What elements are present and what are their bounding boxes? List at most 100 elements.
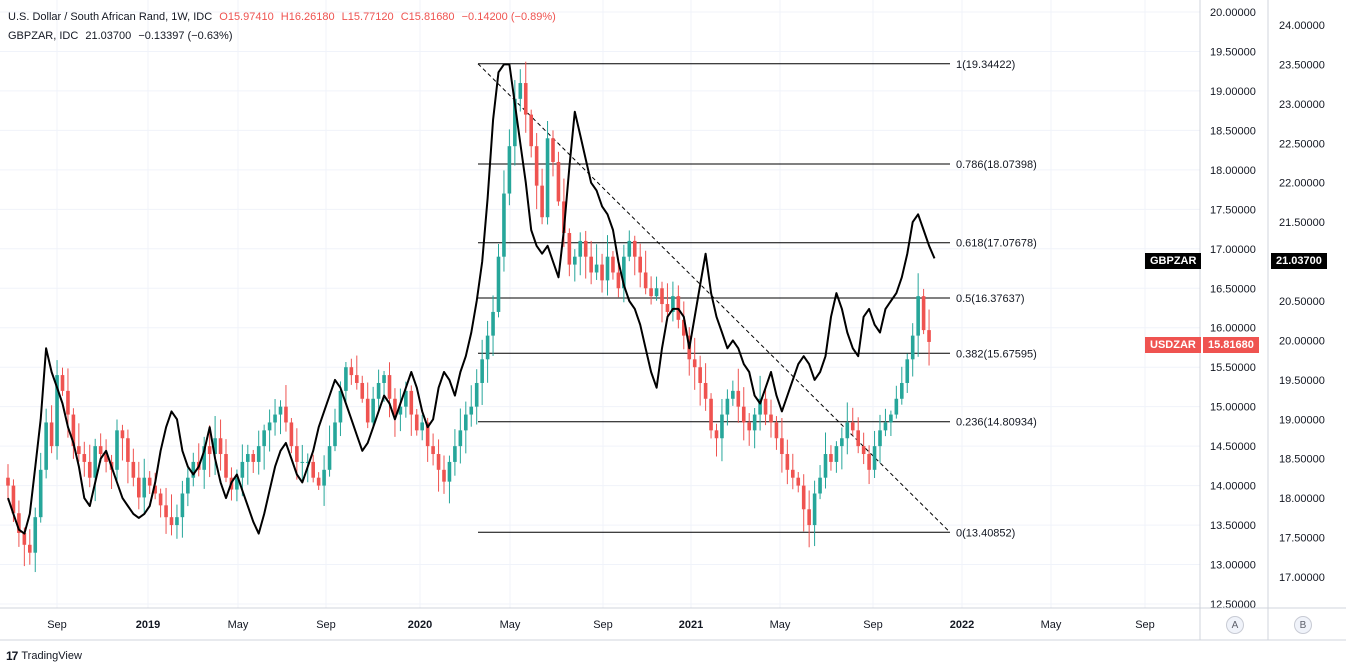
auto-scale-button-b[interactable]: B	[1294, 616, 1312, 634]
candle-body	[284, 406, 288, 423]
candle-body	[785, 454, 790, 470]
candle	[82, 441, 87, 477]
fib-level-label: 0.618(17.07678)	[956, 238, 1037, 250]
candle	[284, 385, 288, 432]
candle-body	[44, 422, 48, 470]
candle-body	[671, 296, 675, 312]
candle-body	[164, 505, 168, 518]
candle-body	[872, 446, 877, 470]
candle	[147, 471, 152, 494]
candle-body	[474, 382, 479, 407]
candle	[398, 388, 403, 432]
left-axis-tick-label: 17.50000	[1210, 204, 1256, 216]
candle-body	[333, 422, 337, 447]
left-axis-tick-label: 18.50000	[1210, 125, 1256, 137]
candle-body	[682, 319, 686, 336]
candle-body	[491, 311, 495, 336]
brand-name[interactable]: TradingView	[21, 650, 82, 662]
candle	[801, 474, 806, 532]
candle-body	[698, 367, 702, 383]
candle	[589, 240, 593, 285]
candle	[725, 389, 730, 426]
fib-level-label: 1(19.34422)	[956, 59, 1015, 71]
candle	[567, 228, 572, 277]
candle-body	[355, 375, 359, 383]
candle-body	[104, 454, 108, 462]
right-axis-tick-label: 23.00000	[1279, 99, 1325, 111]
candle-body	[622, 256, 626, 289]
candle	[649, 276, 653, 305]
candle-body	[420, 422, 424, 431]
candle-body	[180, 493, 185, 518]
candle-body	[556, 161, 561, 202]
candle-body	[529, 114, 533, 147]
candle-body	[518, 83, 523, 99]
candle	[889, 410, 893, 437]
candle-body	[894, 398, 899, 415]
candle-body	[649, 288, 653, 297]
auto-scale-button-a[interactable]: A	[1226, 616, 1244, 634]
candle	[812, 480, 817, 547]
candle-body	[725, 398, 730, 415]
candle-body	[791, 469, 795, 478]
low-value: L15.77120	[341, 11, 394, 23]
candle-body	[256, 446, 261, 462]
candle	[115, 419, 119, 481]
candle-body	[801, 485, 806, 510]
candle-body	[224, 454, 228, 478]
candle-body	[692, 359, 697, 368]
candle-body	[627, 240, 632, 257]
fib-level-label: 0.236(14.80934)	[956, 417, 1037, 429]
candle-body	[393, 398, 397, 415]
candle-body	[714, 430, 719, 439]
candle	[698, 355, 702, 406]
candle-body	[218, 438, 223, 455]
candle-body	[93, 446, 97, 478]
fibonacci-retracement[interactable]: 1(19.34422) 0.786(18.07398) 0.618(17.07678…	[477, 59, 1037, 540]
candle-body	[611, 256, 615, 273]
candle-body	[513, 98, 517, 147]
candle-body	[207, 446, 212, 455]
candle-body	[763, 398, 768, 415]
candle-body	[22, 532, 27, 545]
candle-body	[589, 256, 593, 273]
candle-body	[861, 446, 866, 455]
candle-body	[850, 422, 855, 431]
left-axis-tick-label: 13.50000	[1210, 520, 1256, 532]
candle	[791, 453, 795, 490]
candle	[856, 417, 860, 454]
candle-body	[485, 335, 490, 360]
candle	[344, 361, 348, 402]
candle	[496, 244, 501, 318]
candle-body	[371, 398, 375, 423]
candle-body	[322, 469, 326, 486]
candle	[453, 429, 457, 476]
candle	[469, 385, 474, 427]
candle	[191, 452, 196, 487]
candle-body	[66, 390, 70, 415]
candle	[823, 432, 828, 489]
candle	[840, 427, 844, 470]
candle-body	[752, 414, 757, 431]
left-axis-tick-label: 12.50000	[1210, 599, 1256, 611]
candle	[523, 61, 528, 133]
candle-body	[594, 264, 599, 273]
candle	[878, 414, 882, 464]
candle-body	[900, 382, 904, 399]
candle	[671, 281, 675, 322]
left-axis-tick-label: 15.50000	[1210, 362, 1256, 374]
candle	[246, 444, 250, 485]
candle	[126, 429, 130, 484]
candle	[278, 400, 283, 435]
candle	[714, 423, 719, 457]
candle-body	[845, 422, 850, 439]
candle-body	[709, 398, 713, 431]
candle	[202, 436, 206, 489]
candle-body	[235, 477, 239, 490]
candle	[60, 367, 65, 396]
candle-body	[169, 517, 174, 526]
candle-body	[327, 446, 332, 470]
candle-body	[158, 493, 163, 506]
